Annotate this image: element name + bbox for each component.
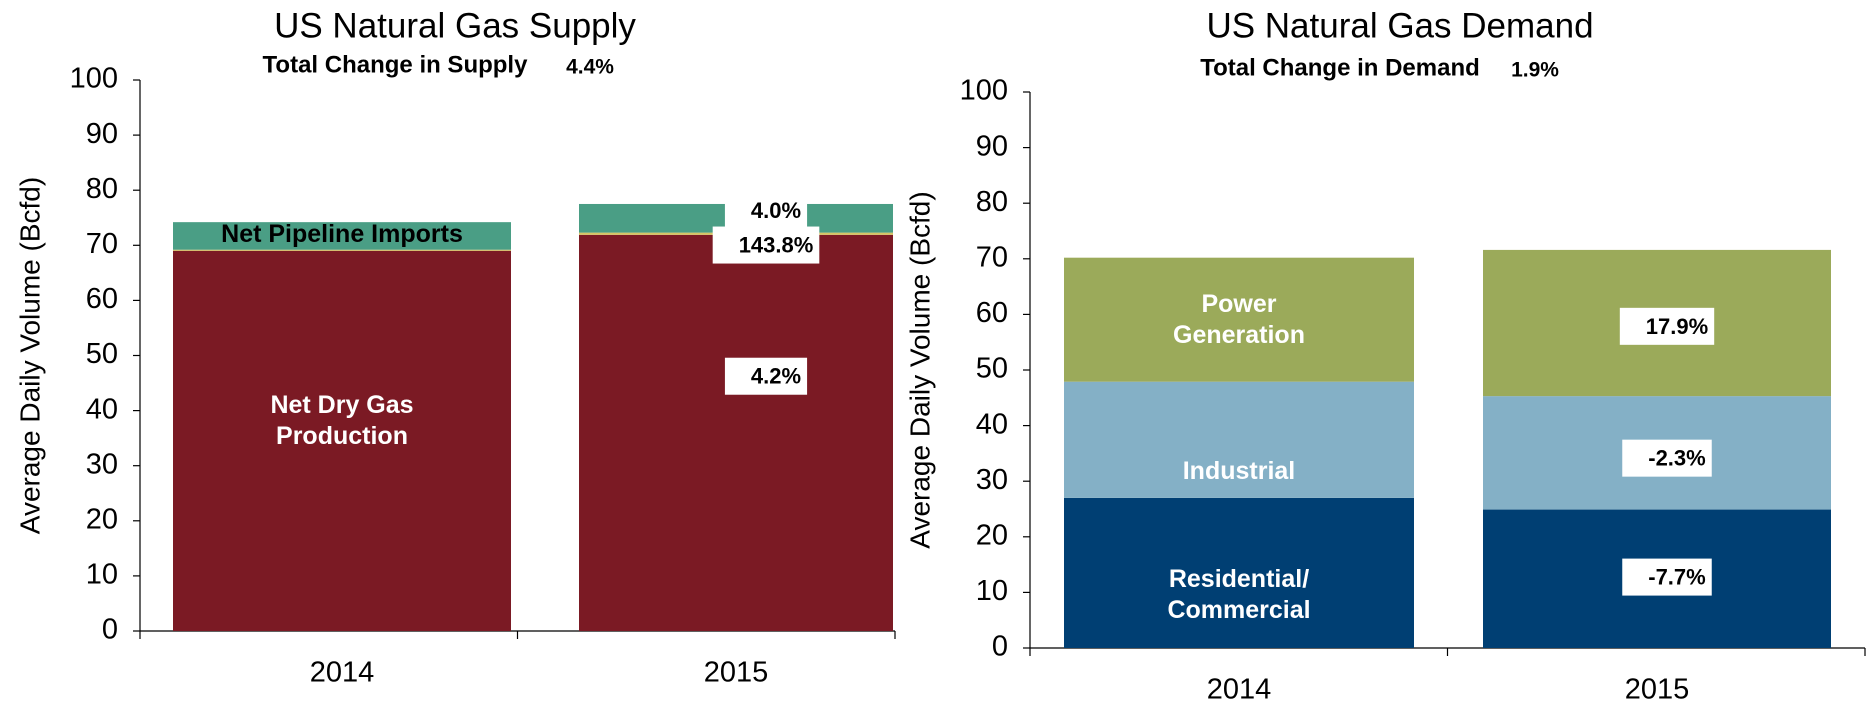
- y-tick-label: 40: [976, 408, 1008, 440]
- segment-name: LNG Imports: [266, 191, 418, 220]
- y-tick-label: 100: [70, 63, 118, 95]
- segment-name-text: Residential/ Commercial: [1167, 564, 1311, 624]
- y-tick-label: 100: [960, 75, 1008, 107]
- bar-segment: [1064, 257, 1414, 382]
- y-axis-label: Average Daily Volume (Bcfd): [904, 191, 935, 548]
- x-tick-label: 2015: [704, 657, 769, 689]
- total-change: 4.4%: [566, 56, 614, 79]
- y-tick-label: 0: [102, 614, 118, 646]
- y-tick-label: 30: [976, 464, 1008, 496]
- total-change: 1.9%: [1511, 59, 1559, 82]
- y-tick-label: 50: [86, 338, 118, 370]
- y-tick-label: 50: [976, 353, 1008, 385]
- y-tick-label: 10: [976, 575, 1008, 607]
- chart-title: US Natural Gas Demand: [1206, 6, 1593, 45]
- y-tick-label: 0: [992, 631, 1008, 663]
- change-label-box: [1622, 439, 1712, 477]
- y-tick-label: 80: [976, 186, 1008, 218]
- segment-name-text: LNG Imports: [266, 191, 418, 220]
- subtitle: Total Change in Supply: [263, 51, 529, 78]
- subtitle: Total Change in Demand: [1200, 54, 1480, 81]
- bar-segment: [173, 250, 511, 631]
- segment-name: Residential/ Commercial: [1167, 564, 1311, 624]
- y-tick-label: 90: [976, 130, 1008, 162]
- y-tick-label: 20: [86, 503, 118, 535]
- y-tick-label: 80: [86, 173, 118, 205]
- bar-segment: [173, 249, 511, 251]
- y-tick-label: 10: [86, 559, 118, 591]
- y-tick-label: 60: [86, 283, 118, 315]
- segment-name-text: Power Generation: [1173, 289, 1305, 349]
- segment-name-text: Net Dry Gas Production: [270, 390, 414, 450]
- y-tick-label: 40: [86, 393, 118, 425]
- y-tick-label: 20: [976, 519, 1008, 551]
- change-label-box: [712, 226, 820, 264]
- bar-segment: [1064, 497, 1414, 648]
- change-label-box: [724, 357, 808, 395]
- x-tick-label: 2014: [1207, 674, 1272, 706]
- segment-name: Power Generation: [1173, 289, 1305, 349]
- y-tick-label: 90: [86, 118, 118, 150]
- bar-segment: [173, 222, 511, 250]
- change-label-box: [724, 192, 808, 230]
- change-label-box: [1622, 558, 1712, 596]
- segment-name: Net Dry Gas Production: [270, 390, 414, 450]
- change-label: 17.9%: [1646, 314, 1708, 339]
- bar-segment: [1064, 381, 1414, 498]
- bar-segment: [579, 234, 893, 631]
- segment-name: Industrial: [1182, 457, 1296, 486]
- chart-title: US Natural Gas Supply: [274, 6, 636, 45]
- x-tick-label: 2014: [310, 657, 375, 689]
- y-axis-label: Average Daily Volume (Bcfd): [14, 177, 45, 534]
- y-tick-label: 70: [86, 228, 118, 260]
- change-label: -7.7%: [1648, 565, 1705, 590]
- segment-name: Net Pipeline Imports: [221, 220, 463, 249]
- change-label: 4.0%: [751, 198, 801, 223]
- y-tick-label: 60: [976, 297, 1008, 329]
- change-label: 4.2%: [751, 364, 801, 389]
- change-label: -2.3%: [1648, 446, 1705, 471]
- change-label: 143.8%: [739, 233, 814, 258]
- y-tick-label: 70: [976, 241, 1008, 273]
- segment-name-text: Industrial: [1182, 457, 1296, 486]
- x-tick-label: 2015: [1625, 674, 1690, 706]
- segment-name-text: Net Pipeline Imports: [221, 220, 463, 249]
- change-label-box: [1619, 307, 1715, 345]
- y-tick-label: 30: [86, 448, 118, 480]
